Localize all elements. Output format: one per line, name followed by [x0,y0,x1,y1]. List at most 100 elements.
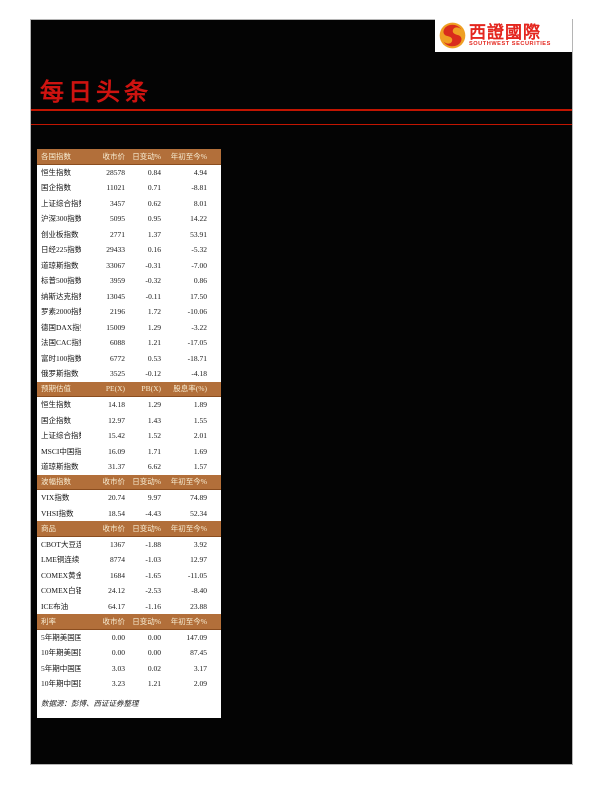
row-value: -2.53 [145,586,161,596]
table-row: 富时100指数 6772 0.53 -18.71 [37,351,221,367]
row-label: 道琼斯指数 [41,462,79,472]
row-value: -10.06 [187,307,207,317]
row-label: 沪深300指数 [41,214,81,224]
section-header-row: 预期估值 PE(X) PB(X) 股息率(%) [37,381,221,397]
row-value: 2196 [110,307,125,317]
row-label: 俄罗斯指数 [41,369,79,379]
row-value: 1.52 [147,431,161,441]
row-value: 1.89 [193,400,207,410]
row-label: 道琼斯指数 [41,260,79,270]
column-header: 收市价 [102,477,126,487]
row-value: -11.05 [187,570,207,580]
row-value: 3.92 [193,539,207,549]
table-row: COMEX黄金连续 1684 -1.65 -11.05 [37,568,221,584]
row-label: 恒生指数 [41,400,71,410]
row-label: 罗素2000指数 [41,307,81,317]
row-value: 28578 [106,167,125,177]
row-label: MSCI中国指数 [41,446,81,456]
row-value: 2771 [110,229,125,239]
row-label: 上证综合指数 [41,198,81,208]
row-value: 3959 [110,276,125,286]
row-value: 12.97 [108,415,125,425]
column-header: 年初至今% [170,523,207,533]
table-row: 俄罗斯指数 3525 -0.12 -4.18 [37,366,221,382]
row-label: COMEX黄金连续 [41,570,81,580]
row-value: 12.97 [190,555,207,565]
table-row: 上证综合指数 15.42 1.52 2.01 [37,428,221,444]
column-header: 收市价 [102,151,126,161]
row-value: 9.97 [147,493,161,503]
row-value: -0.12 [145,369,161,379]
row-label: COMEX白银连续 [41,586,81,596]
row-value: -8.81 [191,183,207,193]
row-value: 3.17 [193,663,207,673]
row-label: 5年期中国国债 [41,663,81,673]
row-value: 6772 [110,353,125,363]
section-title: 预期估值 [41,384,71,394]
table-row: LME铜连续 8774 -1.03 12.97 [37,552,221,568]
row-value: 15009 [106,322,125,332]
row-value: 0.62 [147,198,161,208]
row-value: -5.32 [191,245,207,255]
row-value: 1.21 [147,338,161,348]
row-value: 87.45 [190,648,207,658]
brand-logo: 西證國際 SOUTHWEST SECURITIES [435,19,572,52]
table-row: 恒生指数 28578 0.84 4.94 [37,165,221,181]
row-value: 0.86 [193,276,207,286]
row-value: 3457 [110,198,125,208]
table-row: VHSI指数 18.54 -4.43 52.34 [37,506,221,522]
row-label: 上证综合指数 [41,431,81,441]
row-label: 法国CAC指数 [41,338,81,348]
row-value: 8774 [110,555,125,565]
table-row: 5年期美国国债 0.00 0.00 147.09 [37,630,221,646]
brand-logo-icon [439,22,466,49]
market-data-table: 各国指数 收市价 日变动% 年初至今% 恒生指数 28578 0.84 4.94 国企指数 110… [37,149,221,718]
row-value: 24.12 [108,586,125,596]
section-title: 波幅指数 [41,477,71,487]
column-header: 股息率(%) [173,384,207,394]
row-value: 3.23 [111,679,125,689]
row-value: 1684 [110,570,125,580]
divider-line-top [31,109,572,111]
table-row: 德国DAX指数 15009 1.29 -3.22 [37,320,221,336]
row-value: 0.02 [147,663,161,673]
row-value: -0.32 [145,276,161,286]
row-label: 德国DAX指数 [41,322,81,332]
table-row: 创业板指数 2771 1.37 53.91 [37,227,221,243]
row-value: 17.50 [190,291,207,301]
column-header: 年初至今% [170,151,207,161]
row-value: -4.43 [145,508,161,518]
row-value: 1.43 [147,415,161,425]
divider-line-bottom [31,124,572,125]
page-title: 每日头条 [40,80,152,106]
table-row: COMEX白银连续 24.12 -2.53 -8.40 [37,583,221,599]
row-value: 64.17 [108,601,125,611]
row-value: -4.18 [191,369,207,379]
row-value: 147.09 [186,632,207,642]
table-row: VIX指数 20.74 9.97 74.89 [37,490,221,506]
brand-name-cn: 西證國際 [469,22,541,42]
row-value: 14.22 [190,214,207,224]
row-value: 8.01 [193,198,207,208]
row-value: 1.57 [193,462,207,472]
column-header: 日变动% [132,616,161,626]
table-row: 恒生指数 14.18 1.29 1.89 [37,397,221,413]
row-value: 11021 [106,183,125,193]
row-value: 0.00 [147,648,161,658]
section-title: 各国指数 [41,151,71,161]
row-value: -18.71 [187,353,207,363]
row-value: 4.94 [193,167,207,177]
table-row: 纳斯达克指数 13045 -0.11 17.50 [37,289,221,305]
row-value: 29433 [106,245,125,255]
column-header: 日变动% [132,477,161,487]
row-value: 16.09 [108,446,125,456]
row-value: 3.03 [111,663,125,673]
row-value: 3525 [110,369,125,379]
row-label: 纳斯达克指数 [41,291,81,301]
row-value: 1.29 [147,400,161,410]
row-value: 0.00 [147,632,161,642]
table-row: 标普500指数 3959 -0.32 0.86 [37,273,221,289]
column-header: 日变动% [132,151,161,161]
row-value: -1.88 [145,539,161,549]
row-value: 1.29 [147,322,161,332]
